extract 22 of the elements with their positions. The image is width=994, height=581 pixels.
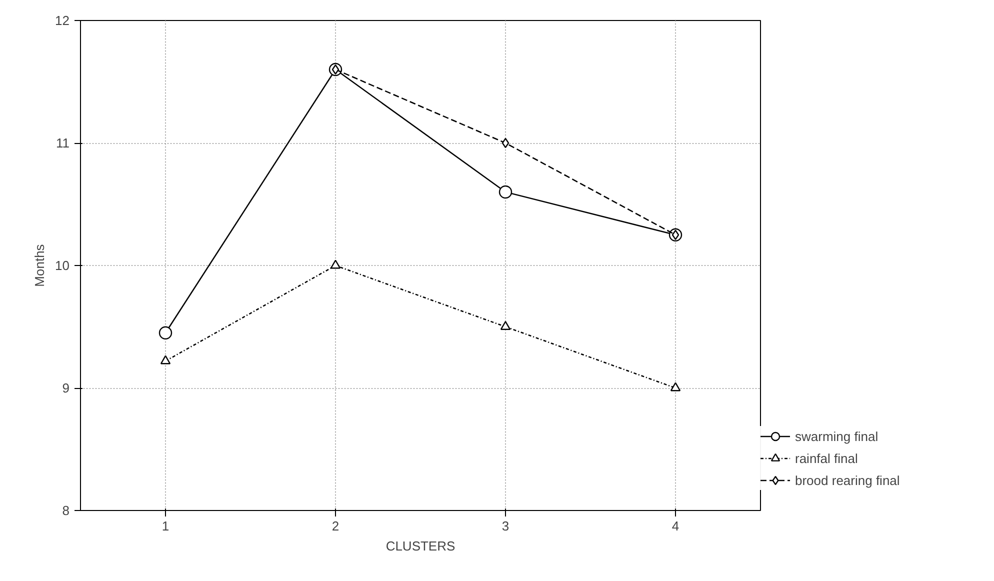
x-axis-title: CLUSTERS (386, 538, 456, 554)
point (500, 320, 511, 330)
point (160, 355, 171, 364)
x-tick-label: 1 (162, 518, 170, 534)
point (332, 64, 340, 75)
legend-label: rainfal final (795, 450, 858, 466)
legend-label: swarming final (795, 428, 878, 444)
y-axis-title: Months (32, 244, 48, 287)
y-tick-label: 8 (62, 503, 70, 518)
point (502, 138, 510, 148)
x-tick-label: 4 (672, 518, 680, 534)
y-tick-label: 9 (62, 380, 70, 396)
point (330, 260, 341, 269)
x-tick-label: 2 (332, 518, 340, 534)
legend-label: brood rearing final (795, 472, 900, 488)
point (158, 326, 172, 340)
point (670, 382, 681, 392)
y-tick-label: 12 (55, 13, 70, 28)
point (498, 185, 512, 199)
y-tick-label: 11 (56, 136, 70, 150)
y-tick-label: 10 (55, 258, 70, 273)
x-tick-label: 3 (502, 518, 510, 534)
